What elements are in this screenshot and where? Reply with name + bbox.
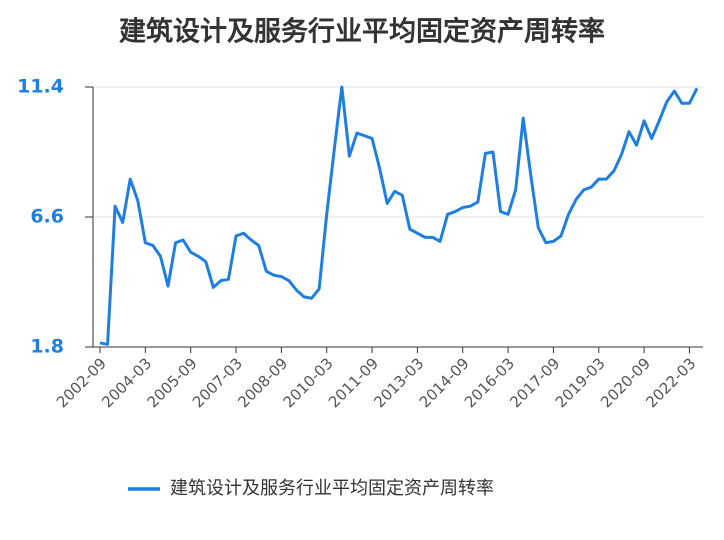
y-tick-label: 6.6 [30, 206, 64, 228]
legend-item: 建筑设计及服务行业平均固定资产周转率 [128, 478, 494, 499]
chart-title: 建筑设计及服务行业平均固定资产周转率 [119, 16, 605, 48]
y-tick-label: 1.8 [30, 336, 64, 358]
legend-label: 建筑设计及服务行业平均固定资产周转率 [170, 478, 494, 499]
y-tick-label: 11.4 [17, 76, 64, 98]
x-tick-label: 2022-03 [642, 354, 699, 411]
line-series [99, 85, 699, 346]
